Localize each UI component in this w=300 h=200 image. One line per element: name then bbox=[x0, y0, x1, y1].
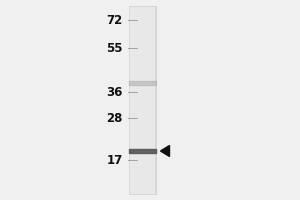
Text: 36: 36 bbox=[106, 86, 123, 98]
Bar bbox=[155, 6, 156, 194]
Polygon shape bbox=[160, 146, 169, 156]
Bar bbox=[129, 6, 156, 194]
Text: 72: 72 bbox=[107, 14, 123, 26]
Text: 28: 28 bbox=[106, 112, 123, 124]
Text: 55: 55 bbox=[106, 42, 123, 54]
Text: 17: 17 bbox=[107, 154, 123, 166]
Bar bbox=[129, 6, 130, 194]
